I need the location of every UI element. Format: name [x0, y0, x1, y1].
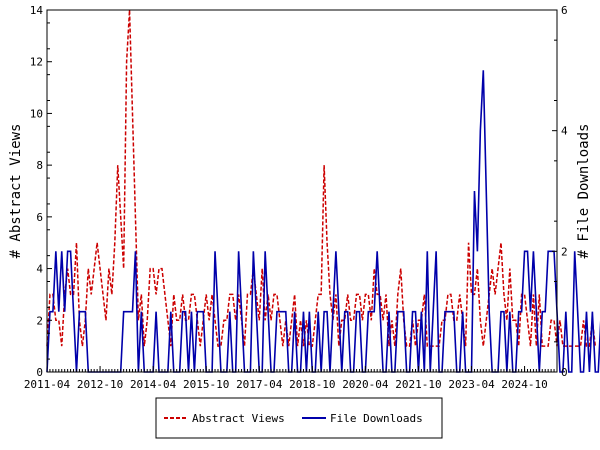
x-tick-label: 2021-10: [395, 378, 441, 391]
x-tick-label: 2020-04: [342, 378, 389, 391]
y2-tick-label: 6: [561, 4, 568, 17]
y-tick-label: 4: [36, 263, 43, 276]
y-tick-label: 6: [36, 211, 43, 224]
y-tick-label: 0: [36, 366, 43, 379]
x-tick-label: 2018-10: [289, 378, 335, 391]
x-tick-label: 2023-04: [448, 378, 495, 391]
y-axis-title: # Abstract Views: [8, 124, 24, 259]
x-tick-label: 2017-04: [236, 378, 283, 391]
y-tick-label: 2: [36, 314, 43, 327]
y-tick-label: 12: [30, 56, 43, 69]
series-line-abstract-views: [46, 9, 597, 347]
legend: Abstract Views File Downloads: [155, 397, 443, 439]
axes: 2011-04 2012-10 2014-04 2015-10 2017-04 2018-…: [24, 4, 568, 391]
plot-area: [46, 9, 600, 373]
plot-frame: [46, 9, 558, 373]
legend-label-abstract-views: Abstract Views: [192, 412, 285, 425]
y2-tick-label: 0: [561, 366, 568, 379]
x-tick-label: 2012-10: [77, 378, 123, 391]
y2-axis-title: # File Downloads: [576, 124, 592, 259]
series-line-file-downloads: [46, 70, 600, 373]
y2-tick-label: 2: [561, 245, 568, 258]
legend-box: [155, 397, 443, 439]
y-tick-label: 8: [36, 159, 43, 172]
x-tick-label: 2014-04: [130, 378, 177, 391]
y-tick-label: 10: [30, 107, 43, 120]
x-tick-label: 2024-10: [501, 378, 547, 391]
legend-label-file-downloads: File Downloads: [330, 412, 423, 425]
y-tick-label: 14: [30, 4, 44, 17]
x-tick-label: 2015-10: [183, 378, 229, 391]
x-tick-label: 2011-04: [24, 378, 71, 391]
y2-tick-label: 4: [561, 125, 568, 138]
